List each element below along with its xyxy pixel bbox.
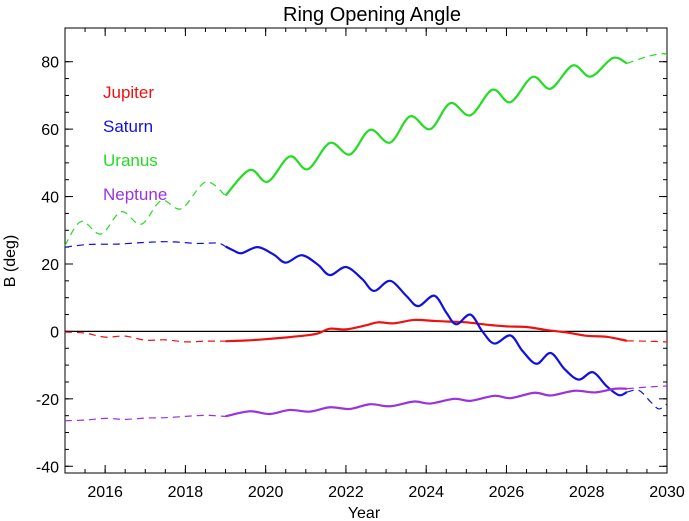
y-tick-label: 60: [41, 122, 59, 139]
x-tick-label: 2020: [248, 484, 284, 501]
uranus-series-line: [224, 56, 628, 197]
jupiter-series-line: [225, 318, 628, 343]
y-tick-label: -40: [36, 459, 59, 476]
x-tick-label: 2018: [168, 484, 204, 501]
x-tick-label: 2030: [649, 484, 685, 501]
y-tick-label: -20: [36, 392, 59, 409]
chart-title: Ring Opening Angle: [283, 4, 461, 26]
plot-frame: [64, 27, 668, 474]
x-tick-label: 2016: [87, 484, 123, 501]
y-tick-label: 40: [41, 190, 59, 207]
saturn-series-line-dashed: [64, 241, 226, 248]
neptune-series-line-dashed-late: [626, 385, 668, 390]
y-axis-label: B (deg): [2, 235, 19, 287]
saturn-series-line-dashed-late: [626, 389, 668, 410]
legend-entry-neptune: Neptune: [103, 185, 167, 204]
legend-entry-saturn: Saturn: [103, 117, 153, 136]
x-tick-label: 2022: [328, 484, 364, 501]
y-tick-label: 0: [50, 324, 59, 341]
x-tick-label: 2024: [408, 484, 444, 501]
uranus-series-line-dashed-late: [626, 52, 668, 64]
jupiter-series-line-dashed-late: [626, 340, 668, 343]
legend-entry-jupiter: Jupiter: [103, 83, 154, 102]
x-tick-label: 2026: [489, 484, 525, 501]
saturn-series-line: [225, 245, 628, 397]
y-tick-label: 20: [41, 257, 59, 274]
neptune-series-line: [225, 387, 627, 418]
x-tick-label: 2028: [569, 484, 605, 501]
x-axis-label: Year: [348, 505, 381, 521]
jupiter-series-line-dashed: [64, 331, 226, 343]
y-tick-label: 80: [41, 55, 59, 72]
neptune-series-line-dashed: [64, 414, 226, 422]
legend-entry-uranus: Uranus: [103, 151, 158, 170]
uranus-series-line-dashed: [64, 181, 226, 246]
